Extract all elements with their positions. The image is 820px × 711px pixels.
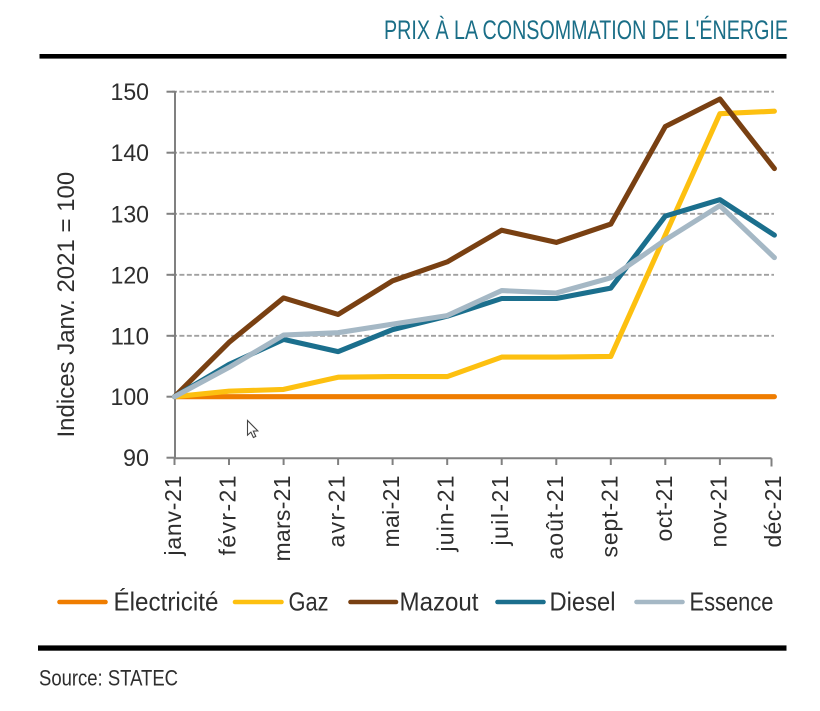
svg-text:juil-21: juil-21: [487, 476, 513, 547]
svg-text:PRIX À LA CONSOMMATION DE L'ÉN: PRIX À LA CONSOMMATION DE L'ÉNERGIE: [384, 15, 788, 45]
svg-text:janv-21: janv-21: [160, 476, 186, 557]
svg-text:Électricité: Électricité: [114, 587, 219, 617]
svg-text:déc-21: déc-21: [760, 476, 786, 548]
svg-text:oct-21: oct-21: [651, 476, 677, 542]
svg-text:110: 110: [111, 323, 150, 350]
svg-text:100: 100: [111, 384, 150, 411]
svg-text:avr-21: avr-21: [324, 476, 350, 548]
svg-text:mai-21: mai-21: [378, 476, 404, 548]
svg-text:Essence: Essence: [690, 587, 774, 617]
svg-text:150: 150: [111, 79, 150, 106]
svg-text:130: 130: [111, 201, 150, 228]
svg-text:Gaz: Gaz: [289, 587, 329, 617]
svg-text:août-21: août-21: [542, 476, 568, 560]
svg-text:Diesel: Diesel: [550, 587, 616, 617]
svg-text:Source: STATEC: Source: STATEC: [39, 666, 178, 691]
svg-text:90: 90: [123, 445, 149, 472]
svg-text:120: 120: [111, 262, 150, 289]
svg-text:juin-21: juin-21: [433, 476, 459, 553]
svg-text:févr-21: févr-21: [215, 476, 241, 556]
svg-text:nov-21: nov-21: [705, 476, 731, 548]
svg-text:140: 140: [111, 140, 150, 167]
svg-text:mars-21: mars-21: [269, 476, 295, 562]
svg-text:sept-21: sept-21: [596, 476, 622, 558]
svg-text:Mazout: Mazout: [400, 587, 480, 617]
svg-text:Indices Janv. 2021 = 100: Indices Janv. 2021 = 100: [53, 172, 80, 438]
